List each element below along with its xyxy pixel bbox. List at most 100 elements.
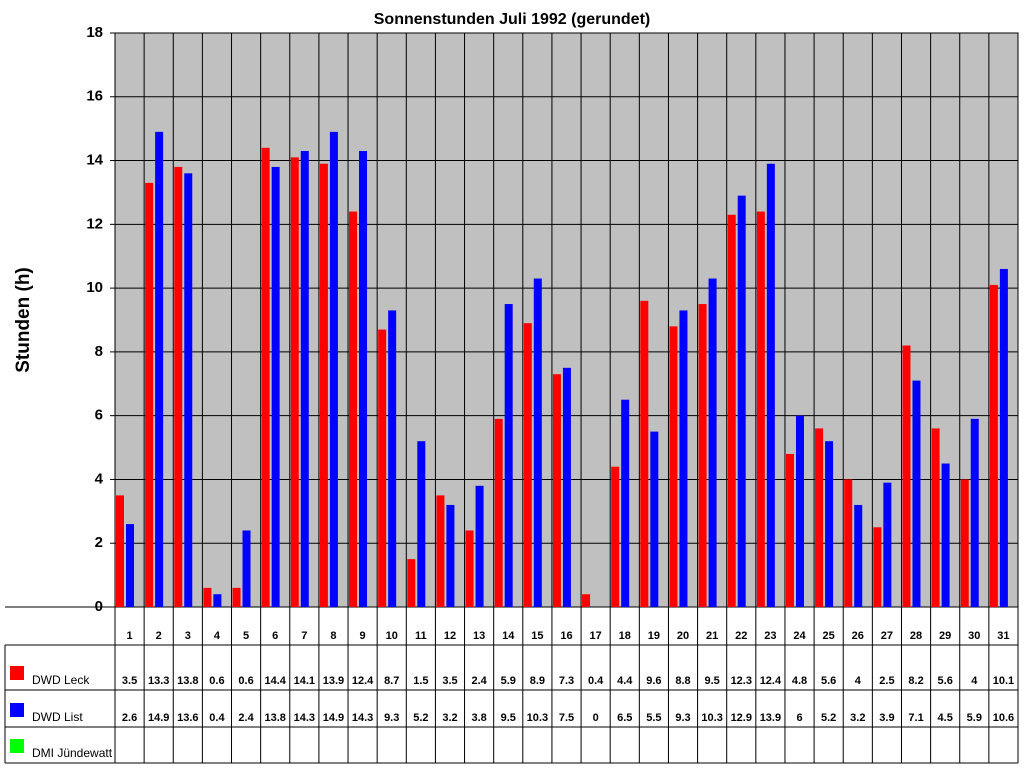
bar	[727, 214, 736, 607]
bar	[271, 166, 280, 607]
bar	[989, 284, 998, 607]
table-value: 13.8	[264, 712, 285, 724]
bar	[611, 466, 620, 607]
bar	[319, 163, 328, 607]
bar	[417, 441, 426, 607]
bar	[795, 415, 804, 607]
bar	[669, 326, 678, 607]
bar	[388, 310, 397, 607]
bar	[242, 530, 251, 607]
bar	[902, 345, 911, 607]
x-tick-label: 9	[360, 630, 366, 642]
x-tick-label: 28	[910, 630, 922, 642]
table-value: 10.3	[701, 712, 722, 724]
table-value: 5.2	[413, 712, 428, 724]
x-tick-label: 21	[706, 630, 718, 642]
x-tick-label: 25	[823, 630, 835, 642]
legend-label: DWD List	[32, 710, 83, 724]
legend-swatch	[10, 666, 24, 680]
table-value: 9.6	[646, 675, 661, 687]
bar	[184, 173, 193, 608]
y-tick-label: 18	[86, 24, 103, 41]
y-tick-label: 10	[86, 279, 103, 296]
table-value: 7.1	[908, 712, 923, 724]
bar	[562, 367, 571, 607]
x-tick-label: 22	[735, 630, 747, 642]
table-value: 8.2	[908, 675, 923, 687]
x-tick-label: 1	[127, 630, 133, 642]
y-tick-label: 16	[86, 88, 103, 105]
bar	[203, 587, 212, 607]
x-tick-label: 6	[272, 630, 278, 642]
table-value: 2.5	[879, 675, 894, 687]
table-value: 10.6	[993, 712, 1014, 724]
y-axis-label: Stunden (h)	[13, 267, 34, 373]
x-tick-label: 31	[997, 630, 1009, 642]
table-value: 5.2	[821, 712, 836, 724]
x-tick-label: 16	[560, 630, 572, 642]
bar	[960, 479, 969, 607]
bar	[378, 329, 387, 607]
table-value: 3.2	[442, 712, 457, 724]
table-value: 9.3	[675, 712, 690, 724]
bar	[523, 323, 532, 607]
table-value: 8.8	[675, 675, 690, 687]
x-tick-label: 18	[619, 630, 631, 642]
table-value: 2.4	[238, 712, 254, 724]
table-value: 6	[796, 712, 802, 724]
x-tick-label: 24	[793, 630, 806, 642]
bar	[883, 482, 892, 607]
table-value: 4	[855, 675, 862, 687]
bar	[825, 441, 834, 607]
table-value: 4.4	[617, 675, 633, 687]
bar	[698, 304, 707, 607]
y-tick-label: 14	[86, 152, 103, 169]
x-tick-label: 2	[156, 630, 162, 642]
bar	[300, 150, 309, 607]
table-value: 13.6	[177, 712, 198, 724]
bar	[446, 504, 455, 607]
table-value: 9.5	[501, 712, 516, 724]
table-value: 4.5	[938, 712, 953, 724]
x-tick-label: 8	[330, 630, 336, 642]
bar	[504, 304, 513, 607]
table-value: 14.1	[294, 675, 315, 687]
x-tick-label: 30	[968, 630, 980, 642]
table-value: 10.1	[993, 675, 1014, 687]
table-value: 2.6	[122, 712, 137, 724]
chart-title: Sonnenstunden Juli 1992 (gerundet)	[374, 11, 650, 28]
bar	[533, 278, 542, 607]
bar	[999, 268, 1008, 607]
table-value: 12.9	[731, 712, 752, 724]
table-value: 0	[593, 712, 599, 724]
table-value: 12.3	[731, 675, 752, 687]
table-value: 0.6	[209, 675, 224, 687]
bar	[941, 463, 950, 607]
table-value: 0.6	[238, 675, 253, 687]
table-value: 12.4	[760, 675, 782, 687]
bar	[552, 374, 561, 607]
table-value: 5.9	[967, 712, 982, 724]
table-value: 13.9	[323, 675, 344, 687]
table-value: 3.2	[850, 712, 865, 724]
bar	[931, 428, 940, 607]
y-tick-label: 2	[95, 534, 103, 551]
bar	[766, 163, 775, 607]
table-value: 3.5	[442, 675, 457, 687]
y-tick-label: 6	[95, 407, 103, 424]
bar	[475, 485, 484, 607]
table-value: 7.3	[559, 675, 574, 687]
table-value: 13.3	[148, 675, 169, 687]
bar	[116, 495, 124, 607]
bar	[261, 147, 270, 608]
table-value: 9.5	[704, 675, 719, 687]
table-value: 8.7	[384, 675, 399, 687]
legend-swatch	[10, 703, 24, 717]
table-value: 0.4	[588, 675, 604, 687]
table-value: 3.5	[122, 675, 137, 687]
legend-label: DWD Leck	[32, 673, 90, 687]
bar	[756, 211, 765, 608]
table-value: 1.5	[413, 675, 428, 687]
bar	[213, 594, 222, 607]
table-value: 5.5	[646, 712, 661, 724]
